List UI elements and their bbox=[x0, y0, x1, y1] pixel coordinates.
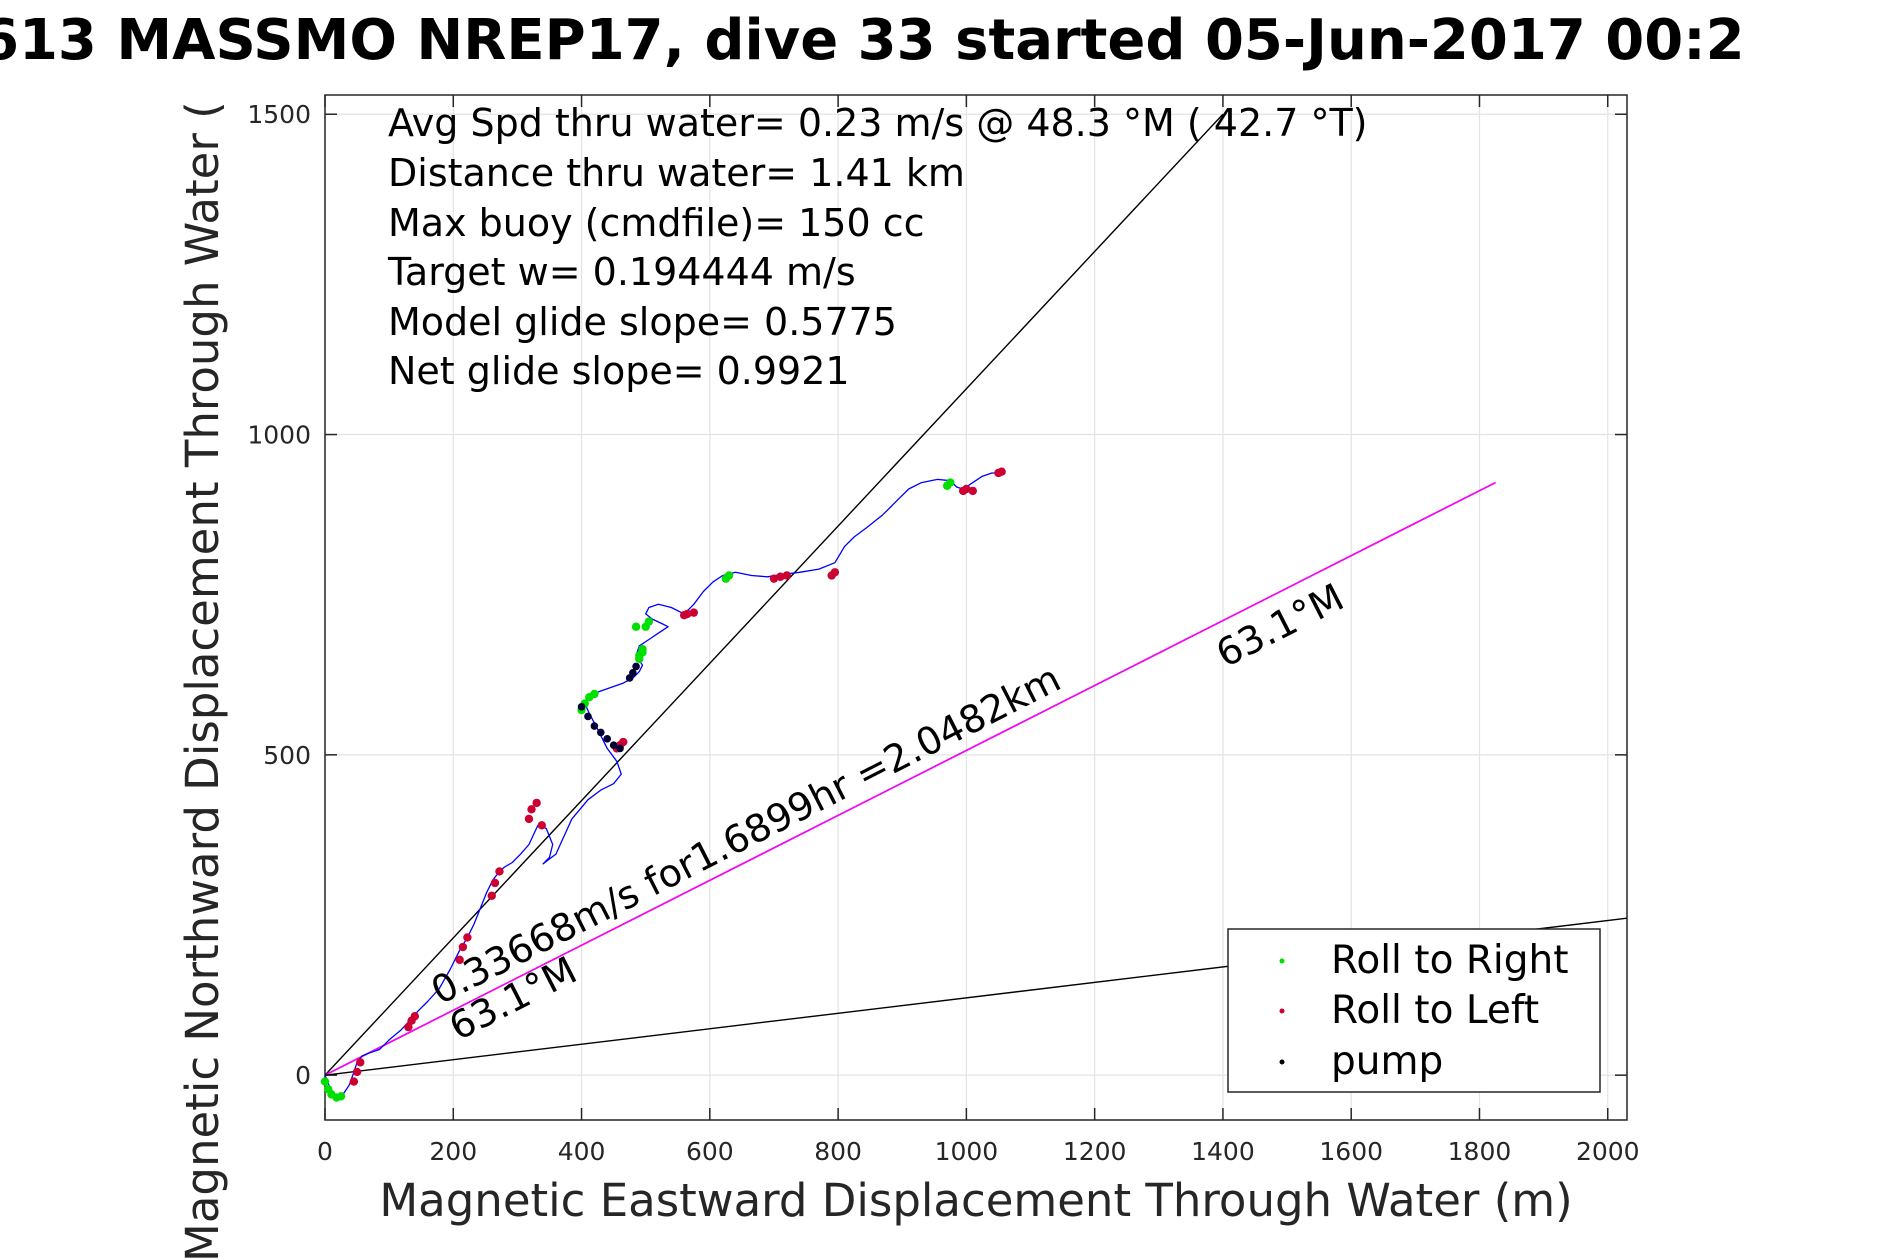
y-axis-label: Magnetic Northward Displacement Through … bbox=[176, 101, 229, 1260]
marker-roll-left bbox=[524, 814, 534, 824]
marker-pump bbox=[596, 728, 605, 737]
marker-pump bbox=[584, 712, 592, 721]
y-tick-label: 1500 bbox=[247, 100, 311, 129]
legend-label-roll-left: Roll to Left bbox=[1331, 988, 1539, 1033]
stat-line-4: Target w= 0.194444 m/s bbox=[387, 250, 856, 294]
ref-line-model-heading bbox=[325, 481, 1496, 1076]
marker-roll-left bbox=[619, 737, 628, 747]
ticks: 0 200 400 600 800 1000 1200 1400 1600 1800 2000 0 50… bbox=[247, 95, 1640, 1166]
x-tick-label: 1800 bbox=[1448, 1137, 1512, 1166]
marker-roll-right bbox=[631, 622, 641, 631]
x-tick-label: 0 bbox=[317, 1137, 333, 1166]
ref-line-avg-heading bbox=[325, 113, 1224, 1076]
marker-roll-left bbox=[455, 955, 464, 965]
marker-roll-left bbox=[769, 574, 779, 583]
x-axis-label: Magnetic Eastward Displacement Through W… bbox=[379, 1174, 1572, 1227]
marker-pump bbox=[590, 722, 599, 730]
stat-line-3: Max buoy (cmdfile)= 150 cc bbox=[388, 201, 925, 245]
stat-line-5: Model glide slope= 0.5775 bbox=[388, 300, 897, 344]
y-tick-label: 1000 bbox=[247, 421, 311, 450]
marker-roll-left bbox=[537, 821, 546, 830]
x-tick-label: 1000 bbox=[935, 1137, 999, 1166]
marker-roll-left bbox=[962, 484, 971, 494]
marker-roll-left bbox=[487, 891, 496, 900]
marker-roll-left bbox=[689, 608, 698, 617]
marker-roll-left bbox=[404, 1022, 413, 1032]
x-tick-label: 1600 bbox=[1319, 1137, 1383, 1166]
markers bbox=[320, 467, 1006, 1102]
marker-pump bbox=[603, 735, 612, 743]
marker-roll-right bbox=[336, 1092, 346, 1101]
marker-roll-right bbox=[638, 648, 647, 657]
marker-pump bbox=[632, 662, 640, 671]
marker-roll-left bbox=[968, 486, 977, 496]
marker-roll-right bbox=[644, 617, 654, 626]
marker-pump bbox=[629, 669, 637, 677]
marker-roll-right bbox=[946, 478, 955, 487]
marker-roll-left bbox=[352, 1067, 362, 1077]
x-tick-label: 200 bbox=[429, 1137, 477, 1166]
legend-label-roll-right: Roll to Right bbox=[1331, 938, 1569, 983]
marker-roll-left bbox=[532, 798, 541, 808]
marker-roll-right bbox=[635, 654, 644, 663]
marker-roll-right bbox=[724, 571, 734, 580]
x-tick-label: 800 bbox=[814, 1137, 862, 1166]
stat-line-6: Net glide slope= 0.9921 bbox=[388, 349, 850, 393]
x-tick-label: 1400 bbox=[1191, 1137, 1255, 1166]
marker-roll-right bbox=[590, 689, 599, 699]
marker-roll-left bbox=[782, 571, 791, 580]
stat-line-1: Avg Spd thru water= 0.23 m/s @ 48.3 °M (… bbox=[388, 101, 1368, 145]
marker-roll-left bbox=[776, 572, 785, 581]
legend-marker-pump bbox=[1279, 1059, 1285, 1065]
marker-roll-left bbox=[527, 805, 536, 814]
marker-roll-left bbox=[356, 1058, 365, 1067]
legend-marker-roll-right bbox=[1279, 958, 1285, 964]
marker-pump bbox=[577, 702, 586, 711]
x-tick-label: 400 bbox=[558, 1137, 606, 1166]
y-tick-label: 0 bbox=[295, 1061, 311, 1090]
marker-roll-left bbox=[683, 609, 692, 619]
axes-box bbox=[324, 94, 1628, 1121]
marker-roll-left bbox=[410, 1012, 419, 1021]
marker-roll-left bbox=[458, 942, 468, 952]
marker-roll-right bbox=[320, 1077, 330, 1086]
marker-roll-left bbox=[997, 467, 1006, 476]
marker-roll-left bbox=[490, 878, 500, 888]
marker-roll-left bbox=[495, 867, 504, 876]
legend-marker-roll-left bbox=[1279, 1008, 1285, 1014]
marker-roll-left bbox=[349, 1077, 359, 1086]
marker-roll-left bbox=[463, 933, 472, 942]
x-tick-label: 600 bbox=[686, 1137, 734, 1166]
marker-pump bbox=[609, 741, 618, 750]
legend-label-pump: pump bbox=[1331, 1039, 1443, 1084]
x-tick-label: 2000 bbox=[1576, 1137, 1640, 1166]
legend-box bbox=[1227, 928, 1601, 1093]
chart-title: 613 MASSMO NREP17, dive 33 started 05-Ju… bbox=[0, 8, 1745, 73]
y-tick-label: 500 bbox=[263, 741, 311, 770]
marker-roll-left bbox=[830, 568, 840, 577]
legend: Roll to Right Roll to Left pump bbox=[1227, 928, 1601, 1093]
stat-line-2: Distance thru water= 1.41 km bbox=[388, 151, 965, 195]
marker-pump bbox=[616, 744, 624, 753]
x-tick-label: 1200 bbox=[1063, 1137, 1127, 1166]
